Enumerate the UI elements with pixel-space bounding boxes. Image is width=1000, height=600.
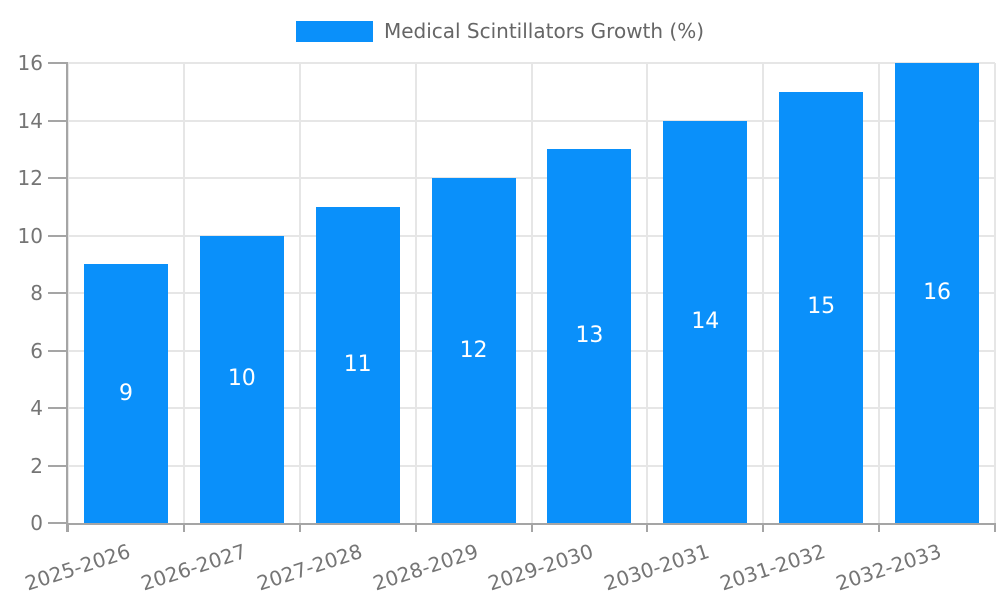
x-tick-label: 2027-2028 xyxy=(253,539,365,596)
y-tick-mark xyxy=(48,234,68,237)
bar-value-label: 13 xyxy=(575,323,604,349)
x-gridline xyxy=(414,63,417,523)
legend-swatch-icon xyxy=(295,20,373,42)
x-gridline xyxy=(182,63,185,523)
x-tick-label: 2032-2033 xyxy=(833,539,945,596)
bar-value-label: 12 xyxy=(459,337,488,363)
x-tick-label: 2028-2029 xyxy=(369,539,481,596)
y-tick-mark xyxy=(48,62,68,64)
y-tick-label: 16 xyxy=(17,51,43,75)
y-tick-mark xyxy=(48,177,68,179)
x-tick-mark xyxy=(182,523,185,532)
y-tick-label: 14 xyxy=(17,108,43,133)
y-tick-label: 12 xyxy=(17,166,43,190)
x-tick-label: 2030-2031 xyxy=(601,539,713,596)
x-tick-mark xyxy=(67,523,69,532)
bar[interactable]: 16 xyxy=(895,63,980,523)
bar[interactable]: 11 xyxy=(315,206,400,523)
x-tick-mark xyxy=(530,523,533,532)
x-gridline xyxy=(646,63,649,523)
legend-label: Medical Scintillators Growth (%) xyxy=(383,19,705,43)
x-tick-mark xyxy=(298,523,301,532)
x-tick-mark xyxy=(646,523,649,532)
y-tick-label: 0 xyxy=(30,511,43,535)
x-axis-line xyxy=(66,523,995,525)
x-tick-mark xyxy=(414,523,417,532)
y-tick-label: 4 xyxy=(30,396,43,420)
y-tick-mark xyxy=(48,522,68,524)
bar-value-label: 11 xyxy=(343,351,372,377)
x-tick-mark xyxy=(762,523,765,532)
bar[interactable]: 9 xyxy=(83,264,168,523)
chart-legend[interactable]: Medical Scintillators Growth (%) xyxy=(0,20,1000,42)
x-gridline xyxy=(994,63,996,523)
bar-value-label: 15 xyxy=(807,294,836,320)
x-gridline xyxy=(762,63,765,523)
y-tick-mark xyxy=(48,464,68,467)
x-gridline xyxy=(67,63,69,523)
y-tick-label: 2 xyxy=(30,453,43,478)
x-tick-mark xyxy=(994,523,996,532)
y-axis-line xyxy=(66,63,68,532)
x-tick-label: 2029-2030 xyxy=(485,539,597,596)
y-tick-mark xyxy=(48,407,68,409)
y-tick-mark xyxy=(48,119,68,122)
x-gridline xyxy=(530,63,533,523)
bar-value-label: 16 xyxy=(923,280,952,305)
bar-value-label: 10 xyxy=(227,366,256,392)
bar[interactable]: 12 xyxy=(431,178,516,523)
bar[interactable]: 15 xyxy=(779,91,864,523)
x-gridline xyxy=(878,63,881,523)
x-tick-label: 2031-2032 xyxy=(717,539,829,596)
x-tick-mark xyxy=(878,523,881,532)
y-tick-mark xyxy=(48,292,68,294)
x-gridline xyxy=(298,63,301,523)
x-tick-label: 2026-2027 xyxy=(137,539,249,596)
y-tick-label: 10 xyxy=(17,223,43,248)
bar[interactable]: 10 xyxy=(199,235,284,523)
y-tick-mark xyxy=(48,349,68,352)
y-tick-label: 8 xyxy=(30,281,43,305)
bar-value-label: 14 xyxy=(691,308,720,334)
y-tick-label: 6 xyxy=(30,338,43,363)
bar-value-label: 9 xyxy=(118,380,133,406)
x-tick-label: 2025-2026 xyxy=(21,539,134,596)
bar[interactable]: 14 xyxy=(663,120,748,523)
bar[interactable]: 13 xyxy=(547,149,632,523)
